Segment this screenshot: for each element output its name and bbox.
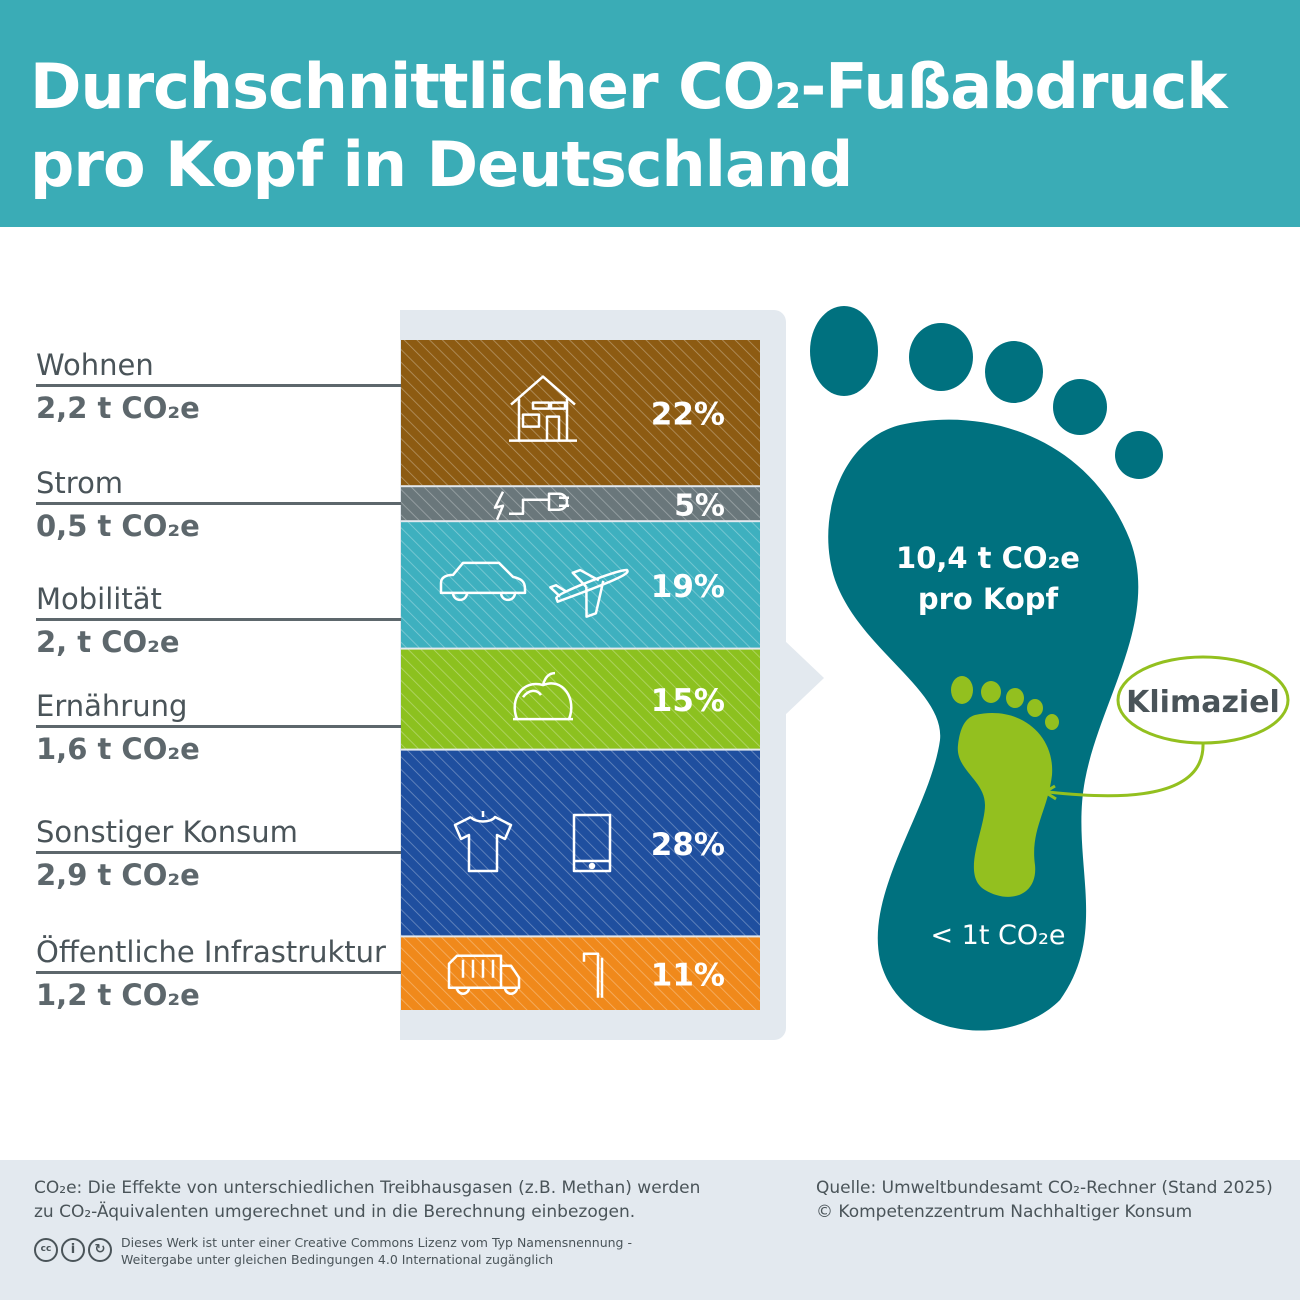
- bar-hatch: [401, 649, 760, 749]
- leader-line: [36, 971, 401, 974]
- plug-icon: [493, 491, 569, 521]
- footer: CO₂e: Die Effekte von unterschiedlichen …: [0, 1160, 1300, 1300]
- garbage-truck-icon: [447, 954, 521, 995]
- house-icon: [509, 375, 577, 442]
- category-label: Öffentliche Infrastruktur 1,2 t CO₂e: [36, 935, 401, 1012]
- street-lamp-icon: [582, 952, 604, 998]
- note-line-1: CO₂e: Die Effekte von unterschiedlichen …: [34, 1178, 701, 1198]
- toe-2: [909, 323, 973, 391]
- value-label: 11%: [651, 958, 725, 994]
- toe-1: [810, 306, 878, 396]
- bar-segment-4: 15%: [401, 649, 760, 749]
- bar-segment-2: 5%: [401, 487, 760, 524]
- header: Durchschnittlicher CO₂-Fußabdruck pro Kop…: [0, 0, 1300, 227]
- share-alike-icon: ↻: [88, 1238, 112, 1262]
- category-amount: 0,5 t CO₂e: [36, 509, 200, 543]
- category-label: Sonstiger Konsum 2,9 t CO₂e: [36, 815, 401, 892]
- category-name: Strom: [36, 466, 124, 500]
- car-icon: [439, 561, 527, 602]
- value-label: 5%: [674, 489, 725, 524]
- leader-line: [36, 502, 401, 505]
- toe-5: [1115, 431, 1163, 479]
- bar-hatch: [401, 487, 760, 521]
- stacked-bar-chart: 22% 5% 19% 15% 28% 11% 10,4 t CO₂e pro Kopf K…: [401, 306, 1290, 1031]
- value-label: 22%: [651, 397, 725, 433]
- cc-icon: cc: [34, 1238, 58, 1262]
- license-line-1: Dieses Werk ist unter einer Creative Com…: [121, 1235, 632, 1250]
- bar-segment-1: 22%: [401, 340, 760, 486]
- bar-hatch: [401, 750, 760, 936]
- climate-goal-value: < 1t CO₂e: [930, 920, 1065, 951]
- climate-goal-arrow: [1047, 742, 1205, 798]
- leader-line: [36, 618, 401, 621]
- food-icon: [513, 671, 573, 721]
- source: Quelle: Umweltbundesamt CO₂-Rechner (Sta…: [816, 1178, 1273, 1198]
- page-title: Durchschnittlicher CO₂-Fußabdruck pro Kop…: [30, 48, 1228, 204]
- value-label: 15%: [651, 683, 725, 719]
- category-label: Strom 0,5 t CO₂e: [36, 466, 401, 543]
- phone-icon: [572, 813, 612, 873]
- category-name: Ernährung: [36, 689, 188, 723]
- per-head-label: pro Kopf: [918, 582, 1059, 616]
- category-label: Wohnen 2,2 t CO₂e: [36, 348, 401, 425]
- category-amount: 1,6 t CO₂e: [36, 732, 200, 766]
- license-line-2: Weitergabe unter gleichen Bedingungen 4.…: [121, 1252, 554, 1267]
- shirt-icon: [453, 811, 513, 873]
- title-line-2: pro Kopf in Deutschland: [30, 128, 853, 201]
- leader-line: [36, 851, 401, 854]
- bar-hatch: [401, 937, 760, 1010]
- arrowhead: [1042, 784, 1057, 801]
- category-amount: 1,2 t CO₂e: [36, 978, 200, 1012]
- climate-goal-label: Klimaziel: [1126, 685, 1280, 720]
- attribution-icon: i: [61, 1238, 85, 1262]
- category-name: Wohnen: [36, 348, 154, 382]
- toe-3: [985, 341, 1043, 403]
- bar-hatch: [401, 340, 760, 486]
- toe-4: [1053, 379, 1107, 435]
- bar-segment-5: 28%: [401, 750, 760, 936]
- category-amount: 2,2 t CO₂e: [36, 391, 200, 425]
- copyright: © Kompetenzzentrum Nachhaltiger Konsum: [816, 1202, 1193, 1222]
- value-label: 19%: [651, 569, 725, 605]
- plane-icon: [549, 568, 629, 618]
- leader-line: [36, 384, 401, 387]
- panel-pointer: [784, 640, 824, 716]
- leader-line: [36, 725, 401, 728]
- category-name: Sonstiger Konsum: [36, 815, 298, 849]
- note-line-2: zu CO₂-Äquivalenten umgerechnet und in d…: [34, 1202, 636, 1222]
- climate-goal-footprint: [951, 676, 1059, 897]
- category-label: Mobilität 2, t CO₂e: [36, 582, 401, 659]
- category-amount: 2, t CO₂e: [36, 625, 180, 659]
- title-line-1: Durchschnittlicher CO₂-Fußabdruck: [30, 50, 1228, 123]
- category-label: Ernährung 1,6 t CO₂e: [36, 689, 401, 766]
- category-name: Mobilität: [36, 582, 162, 616]
- category-amount: 2,9 t CO₂e: [36, 858, 200, 892]
- value-label: 28%: [651, 827, 725, 863]
- cc-license-icons: cc i ↻: [34, 1238, 112, 1262]
- bar-segment-3: 19%: [401, 522, 760, 648]
- bar-segment-6: 11%: [401, 937, 760, 1010]
- category-name: Öffentliche Infrastruktur: [36, 935, 386, 969]
- total-value: 10,4 t CO₂e: [896, 541, 1080, 575]
